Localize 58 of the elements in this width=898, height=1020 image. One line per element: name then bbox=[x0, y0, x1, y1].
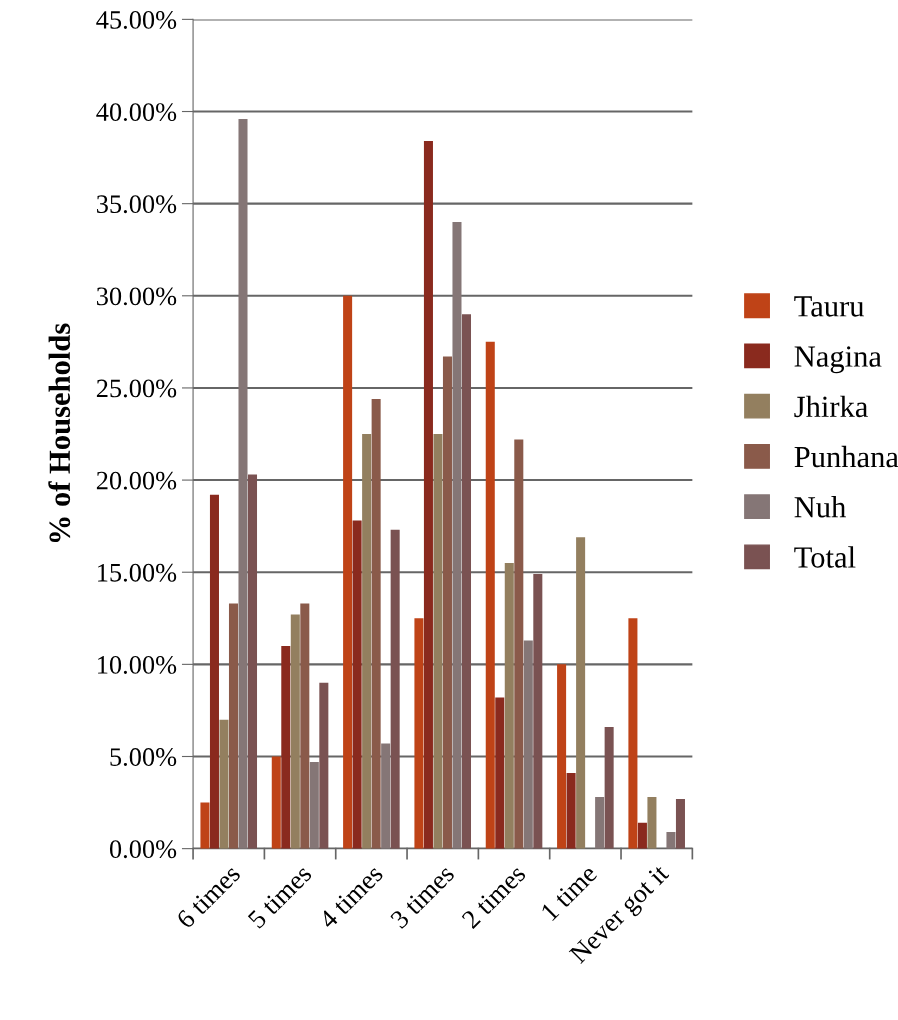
y-tick-label: 45.00% bbox=[96, 10, 177, 29]
legend-label: Total bbox=[794, 546, 856, 568]
legend-label: Nagina bbox=[794, 346, 882, 374]
bar bbox=[442, 356, 452, 849]
bar bbox=[423, 141, 433, 849]
bar bbox=[247, 474, 258, 849]
bar bbox=[290, 614, 300, 849]
bar bbox=[675, 798, 685, 849]
bar bbox=[604, 727, 614, 849]
bar bbox=[485, 341, 495, 849]
y-tick-label: 5.00% bbox=[110, 748, 177, 767]
y-tick-label: 15.00% bbox=[98, 563, 177, 582]
bar bbox=[390, 529, 400, 849]
bar bbox=[352, 520, 362, 849]
y-tick-label: 35.00% bbox=[97, 195, 177, 214]
y-tick-label: 20.00% bbox=[96, 471, 177, 490]
legend-label: Jhirka bbox=[794, 395, 868, 418]
bar bbox=[281, 645, 291, 849]
bar bbox=[371, 399, 381, 849]
bar bbox=[433, 434, 443, 849]
bar bbox=[271, 756, 281, 849]
bar bbox=[637, 822, 647, 849]
bar bbox=[566, 773, 576, 849]
bar bbox=[362, 434, 372, 849]
x-tick-label: 1 time bbox=[540, 863, 598, 922]
bar bbox=[238, 118, 248, 849]
bar bbox=[228, 603, 239, 849]
bar bbox=[495, 697, 505, 849]
y-tick-label: 40.00% bbox=[96, 103, 177, 122]
bar bbox=[647, 797, 657, 849]
y-tick-label: 25.00% bbox=[96, 379, 177, 398]
bar bbox=[300, 603, 310, 849]
bar bbox=[461, 314, 472, 849]
bar bbox=[666, 832, 676, 849]
y-tick-label: 10.00% bbox=[98, 655, 177, 674]
bar bbox=[343, 295, 353, 849]
bar bbox=[628, 618, 638, 849]
bar bbox=[533, 574, 543, 849]
legend-label: Nuh bbox=[794, 496, 846, 518]
bar bbox=[452, 222, 462, 849]
y-axis-title: % of Households bbox=[48, 323, 71, 543]
y-tick-label: 0.00% bbox=[109, 840, 177, 859]
bar bbox=[219, 719, 229, 849]
bar bbox=[319, 682, 329, 849]
legend-label: Punhana bbox=[794, 445, 898, 468]
bar bbox=[209, 494, 219, 849]
y-tick-label: 30.00% bbox=[97, 287, 177, 306]
bar bbox=[381, 743, 391, 849]
bar bbox=[523, 640, 533, 849]
bar bbox=[200, 802, 210, 849]
bar bbox=[595, 797, 605, 849]
bar bbox=[576, 537, 586, 849]
bar bbox=[557, 664, 567, 849]
legend-label: Tauru bbox=[794, 296, 865, 317]
bar bbox=[514, 439, 524, 849]
bar bbox=[504, 563, 514, 849]
bar bbox=[414, 618, 424, 849]
bar bbox=[309, 762, 319, 849]
